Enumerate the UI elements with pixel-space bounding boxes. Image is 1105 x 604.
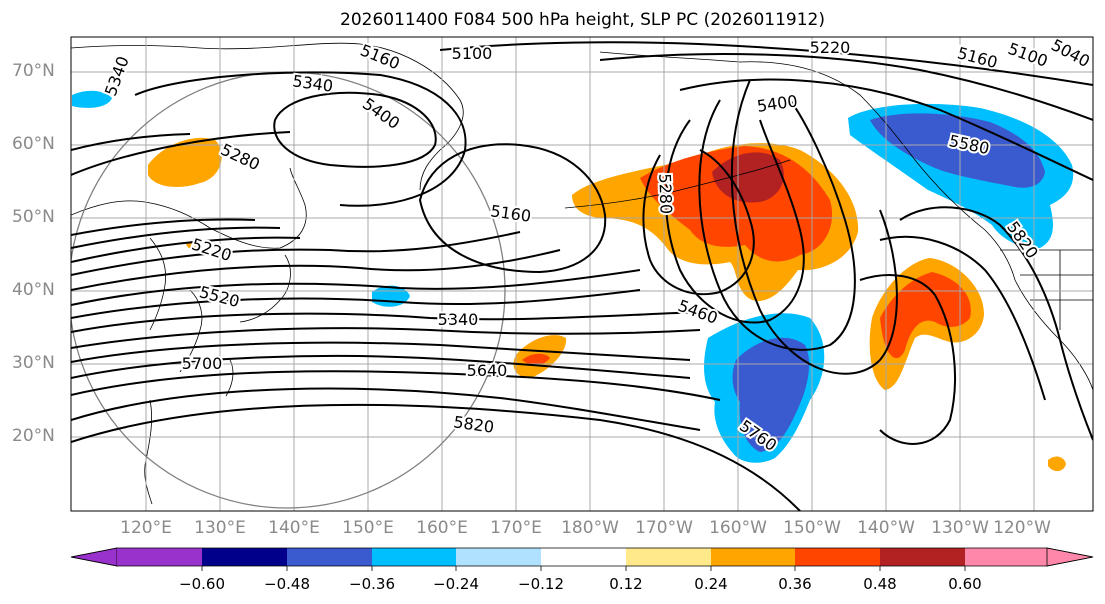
colorbar-tick-label: −0.12: [518, 575, 564, 593]
contour-label: 5040: [1048, 35, 1093, 71]
lon-label: 170°W: [635, 518, 693, 538]
colorbar-tick-label: 0.36: [778, 575, 812, 593]
lat-label: 50°N: [12, 207, 55, 227]
colorbar-segment: [795, 548, 880, 566]
lon-label: 150°W: [783, 518, 841, 538]
colorbar-tick-label: 0.48: [863, 575, 897, 593]
positive-anomaly-area: [148, 137, 222, 187]
contour-label: 5340: [291, 71, 334, 95]
colorbar-segment: [965, 548, 1047, 566]
lon-label: 140°E: [268, 518, 320, 538]
contour-label: 5100: [452, 44, 493, 63]
contour-label: 5700: [182, 354, 223, 373]
lon-label: 120°E: [120, 518, 172, 538]
colorbar-tick-label: −0.24: [433, 575, 479, 593]
contour-label: 5100: [1006, 39, 1051, 71]
colorbar-tick-label: −0.36: [349, 575, 395, 593]
lat-label: 60°N: [12, 134, 55, 154]
lon-label: 120°W: [993, 518, 1051, 538]
lon-label: 140°W: [857, 518, 915, 538]
colorbar-tick-label: 0.60: [948, 575, 982, 593]
lon-label: 170°E: [490, 518, 542, 538]
colorbar-segment: [626, 548, 711, 566]
colorbar-extend-low: [70, 547, 118, 567]
lon-label: 130°W: [931, 518, 989, 538]
colorbar-segment: [117, 548, 202, 566]
lon-label: 130°E: [194, 518, 246, 538]
colorbar-outline: [70, 547, 1094, 567]
contour-label: 5520: [197, 282, 241, 311]
lat-label: 20°N: [12, 426, 55, 446]
contour-labels: 5160 5100 5220 5160 5100 5040 5340 5340 …: [99, 33, 1095, 457]
map-frame: [70, 36, 1094, 512]
lon-label: 180°W: [561, 518, 619, 538]
colorbar-segment: [372, 548, 456, 566]
colorbar-segment: [456, 548, 541, 566]
colorbar-extend-high: [1046, 547, 1094, 567]
height-contours: [71, 41, 1093, 511]
lon-label: 160°E: [416, 518, 468, 538]
colorbar-segment: [202, 548, 287, 566]
colorbar-tick-label: −0.60: [179, 575, 225, 593]
lat-label: 70°N: [12, 61, 55, 81]
contour-label: 5220: [810, 38, 851, 57]
colorbar: [70, 547, 1094, 571]
contour-label: 5640: [467, 361, 508, 380]
lon-label: 150°E: [342, 518, 394, 538]
contour-label: 5280: [655, 173, 675, 214]
colorbar-segment: [880, 548, 965, 566]
colorbar-segment: [541, 548, 626, 566]
contour-label: 5340: [438, 310, 479, 329]
colorbar-segment: [287, 548, 372, 566]
contour-label: 5160: [489, 201, 532, 225]
lat-label: 40°N: [12, 280, 55, 300]
contour-label: 5820: [452, 412, 495, 436]
contour-label: 5160: [358, 40, 403, 73]
colorbar-segment: [711, 548, 795, 566]
colorbar-tick-label: 0.24: [694, 575, 728, 593]
contour-label: 5400: [756, 91, 799, 115]
map-title: 2026011400 F084 500 hPa height, SLP PC (…: [340, 10, 825, 30]
contour-label: 5460: [676, 296, 721, 328]
lat-label: 30°N: [12, 353, 55, 373]
lon-label: 160°W: [709, 518, 767, 538]
contour-label: 5340: [101, 54, 133, 99]
colorbar-tick-label: −0.48: [264, 575, 310, 593]
colorbar-tick-label: 0.12: [609, 575, 643, 593]
